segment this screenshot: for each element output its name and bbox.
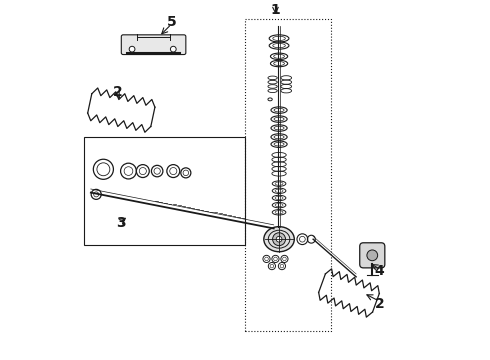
Circle shape [272, 233, 286, 246]
Circle shape [276, 236, 282, 242]
Text: 2: 2 [374, 297, 384, 311]
Bar [84, 137, 245, 244]
Circle shape [129, 46, 135, 52]
Circle shape [367, 250, 378, 261]
Circle shape [171, 46, 176, 52]
Bar [245, 19, 331, 330]
Text: 1: 1 [270, 3, 280, 17]
FancyBboxPatch shape [122, 35, 186, 55]
Text: 3: 3 [117, 216, 126, 230]
Text: 4: 4 [374, 265, 384, 279]
Text: 5: 5 [167, 15, 176, 29]
FancyBboxPatch shape [360, 243, 385, 268]
Ellipse shape [264, 227, 294, 252]
Text: 2: 2 [113, 85, 122, 99]
